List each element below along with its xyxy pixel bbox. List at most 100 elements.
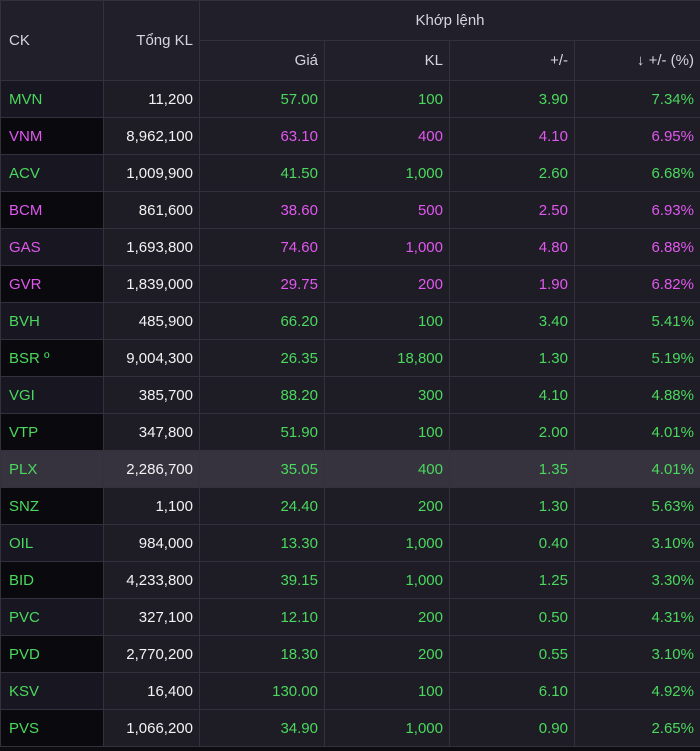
table-row[interactable]: SNZ 1,100 24.40 200 1.30 5.63% — [0, 487, 700, 525]
column-header-change-percent-sorted[interactable]: ↓ +/- (%) — [574, 40, 700, 81]
total-volume-cell: 8,962,100 — [103, 117, 200, 155]
change-percent-cell: 3.30% — [574, 561, 700, 599]
total-volume-cell: 1,839,000 — [103, 265, 200, 303]
matched-volume-cell: 200 — [324, 265, 450, 303]
table-row[interactable]: VGI 385,700 88.20 300 4.10 4.88% — [0, 376, 700, 414]
symbol-cell[interactable]: ACV — [0, 154, 104, 192]
symbol-cell[interactable]: BSR º — [0, 339, 104, 377]
total-volume-cell: 9,004,300 — [103, 339, 200, 377]
table-row[interactable]: BSR º 9,004,300 26.35 18,800 1.30 5.19% — [0, 339, 700, 377]
price-cell: 13.30 — [199, 524, 325, 562]
matched-volume-cell: 100 — [324, 672, 450, 710]
change-cell: 0.90 — [449, 709, 575, 747]
change-cell: 1.35 — [449, 450, 575, 488]
price-cell: 57.00 — [199, 80, 325, 118]
price-cell: 130.00 — [199, 672, 325, 710]
change-cell: 3.40 — [449, 302, 575, 340]
price-cell: 18.30 — [199, 635, 325, 673]
column-header-volume[interactable]: KL — [324, 40, 450, 81]
matched-volume-cell: 1,000 — [324, 709, 450, 747]
symbol-cell[interactable]: SNZ — [0, 487, 104, 525]
change-percent-cell: 6.82% — [574, 265, 700, 303]
table-row[interactable]: GAS 1,693,800 74.60 1,000 4.80 6.88% — [0, 228, 700, 266]
change-percent-cell: 3.10% — [574, 524, 700, 562]
table-row[interactable]: GVR 1,839,000 29.75 200 1.90 6.82% — [0, 265, 700, 303]
total-volume-cell: 385,700 — [103, 376, 200, 414]
change-cell: 4.10 — [449, 376, 575, 414]
symbol-cell[interactable]: BID — [0, 561, 104, 599]
change-cell: 2.60 — [449, 154, 575, 192]
table-row[interactable]: KSV 16,400 130.00 100 6.10 4.92% — [0, 672, 700, 710]
symbol-cell[interactable]: PVC — [0, 598, 104, 636]
price-cell: 35.05 — [199, 450, 325, 488]
price-cell: 38.60 — [199, 191, 325, 229]
change-percent-cell: 5.63% — [574, 487, 700, 525]
total-volume-cell: 2,770,200 — [103, 635, 200, 673]
column-header-price[interactable]: Giá — [199, 40, 325, 81]
table-row[interactable]: PVS 1,066,200 34.90 1,000 0.90 2.65% — [0, 709, 700, 747]
matched-volume-cell: 100 — [324, 80, 450, 118]
table-row[interactable]: PVC 327,100 12.10 200 0.50 4.31% — [0, 598, 700, 636]
table-row[interactable]: PVD 2,770,200 18.30 200 0.55 3.10% — [0, 635, 700, 673]
change-cell: 1.90 — [449, 265, 575, 303]
total-volume-cell: 1,693,800 — [103, 228, 200, 266]
total-volume-cell: 861,600 — [103, 191, 200, 229]
symbol-cell[interactable]: VTP — [0, 413, 104, 451]
table-row[interactable]: VNM 8,962,100 63.10 400 4.10 6.95% — [0, 117, 700, 155]
change-cell: 0.40 — [449, 524, 575, 562]
total-volume-cell: 4,233,800 — [103, 561, 200, 599]
column-header-symbol[interactable]: CK — [0, 0, 104, 81]
change-percent-cell: 4.01% — [574, 413, 700, 451]
symbol-cell[interactable]: BVH — [0, 302, 104, 340]
matched-volume-cell: 200 — [324, 598, 450, 636]
price-cell: 41.50 — [199, 154, 325, 192]
change-percent-cell: 2.65% — [574, 709, 700, 747]
change-percent-cell: 6.93% — [574, 191, 700, 229]
matched-volume-cell: 200 — [324, 635, 450, 673]
symbol-cell[interactable]: PVS — [0, 709, 104, 747]
table-row[interactable]: MVN 11,200 57.00 100 3.90 7.34% — [0, 80, 700, 118]
table-row[interactable]: BID 4,233,800 39.15 1,000 1.25 3.30% — [0, 561, 700, 599]
table-header: CK Tổng KL Khớp lệnh Giá KL +/- ↓ +/- (%… — [0, 0, 700, 81]
column-header-total-volume[interactable]: Tổng KL — [103, 0, 200, 81]
table-row[interactable]: BCM 861,600 38.60 500 2.50 6.93% — [0, 191, 700, 229]
matched-volume-cell: 100 — [324, 302, 450, 340]
change-percent-cell: 6.68% — [574, 154, 700, 192]
matched-volume-cell: 1,000 — [324, 524, 450, 562]
change-percent-cell: 4.88% — [574, 376, 700, 414]
total-volume-cell: 2,286,700 — [103, 450, 200, 488]
symbol-cell[interactable]: BCM — [0, 191, 104, 229]
matched-volume-cell: 400 — [324, 450, 450, 488]
price-cell: 74.60 — [199, 228, 325, 266]
symbol-cell[interactable]: GAS — [0, 228, 104, 266]
table-row[interactable]: VTP 347,800 51.90 100 2.00 4.01% — [0, 413, 700, 451]
column-header-change[interactable]: +/- — [449, 40, 575, 81]
table-row[interactable]: OIL 984,000 13.30 1,000 0.40 3.10% — [0, 524, 700, 562]
column-group-matched-order: Khớp lệnh — [199, 0, 700, 41]
change-percent-cell: 5.19% — [574, 339, 700, 377]
table-row[interactable]: ACV 1,009,900 41.50 1,000 2.60 6.68% — [0, 154, 700, 192]
symbol-cell[interactable]: OIL — [0, 524, 104, 562]
symbol-cell[interactable]: PVD — [0, 635, 104, 673]
table-row[interactable]: BVH 485,900 66.20 100 3.40 5.41% — [0, 302, 700, 340]
price-cell: 24.40 — [199, 487, 325, 525]
price-cell: 88.20 — [199, 376, 325, 414]
change-cell: 2.50 — [449, 191, 575, 229]
price-cell: 51.90 — [199, 413, 325, 451]
change-percent-cell: 5.41% — [574, 302, 700, 340]
total-volume-cell: 16,400 — [103, 672, 200, 710]
change-cell: 1.30 — [449, 487, 575, 525]
symbol-cell[interactable]: VGI — [0, 376, 104, 414]
symbol-cell[interactable]: VNM — [0, 117, 104, 155]
symbol-cell[interactable]: MVN — [0, 80, 104, 118]
table-row[interactable]: PLX 2,286,700 35.05 400 1.35 4.01% — [0, 450, 700, 488]
total-volume-cell: 485,900 — [103, 302, 200, 340]
symbol-cell[interactable]: PLX — [0, 450, 104, 488]
symbol-cell[interactable]: GVR — [0, 265, 104, 303]
change-cell: 0.55 — [449, 635, 575, 673]
matched-volume-cell: 400 — [324, 117, 450, 155]
change-percent-cell: 6.88% — [574, 228, 700, 266]
symbol-cell[interactable]: KSV — [0, 672, 104, 710]
change-cell: 3.90 — [449, 80, 575, 118]
